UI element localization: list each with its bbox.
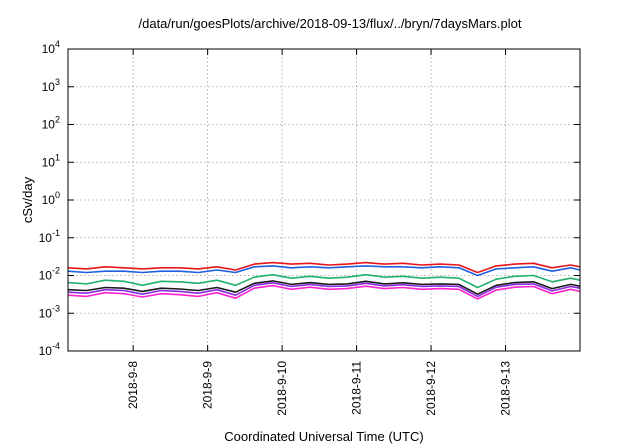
grid bbox=[68, 49, 580, 351]
x-tick-label: 2018-9-8 bbox=[126, 361, 140, 409]
x-axis: 2018-9-8 2018-9-9 2018-9-10 2018-9-11 2018-9… bbox=[126, 49, 513, 416]
y-tick-label: 102 bbox=[42, 115, 60, 132]
y-tick-label: 10-4 bbox=[39, 341, 60, 358]
series-group bbox=[67, 261, 581, 300]
chart-title: /data/run/goesPlots/archive/2018-09-13/f… bbox=[139, 16, 522, 31]
series-line-4 bbox=[67, 280, 581, 296]
y-tick-label: 101 bbox=[42, 152, 60, 169]
x-tick-label: 2018-9-10 bbox=[275, 361, 289, 416]
y-tick-label: 10-2 bbox=[39, 266, 60, 283]
y-tick-label: 10-1 bbox=[39, 228, 60, 245]
y-tick-label: 104 bbox=[42, 39, 60, 56]
x-tick-label: 2018-9-13 bbox=[499, 361, 513, 416]
x-axis-label: Coordinated Universal Time (UTC) bbox=[224, 429, 423, 444]
x-tick-label: 2018-9-11 bbox=[350, 361, 364, 415]
y-tick-label: 100 bbox=[42, 190, 60, 207]
y-axis: 10-4 10-3 10-2 10-1 100 101 102 103 104 bbox=[39, 39, 580, 358]
series-line-2 bbox=[67, 265, 581, 277]
series-line-6 bbox=[67, 284, 581, 300]
y-axis-label: cSv/day bbox=[20, 176, 35, 223]
y-tick-label: 103 bbox=[42, 77, 60, 94]
x-tick-label: 2018-9-12 bbox=[424, 361, 438, 416]
x-tick-label: 2018-9-9 bbox=[201, 361, 215, 409]
series-line-5 bbox=[67, 281, 581, 298]
series-line-3 bbox=[67, 273, 581, 289]
y-tick-label: 10-3 bbox=[39, 303, 60, 320]
series-line-1 bbox=[67, 261, 581, 274]
